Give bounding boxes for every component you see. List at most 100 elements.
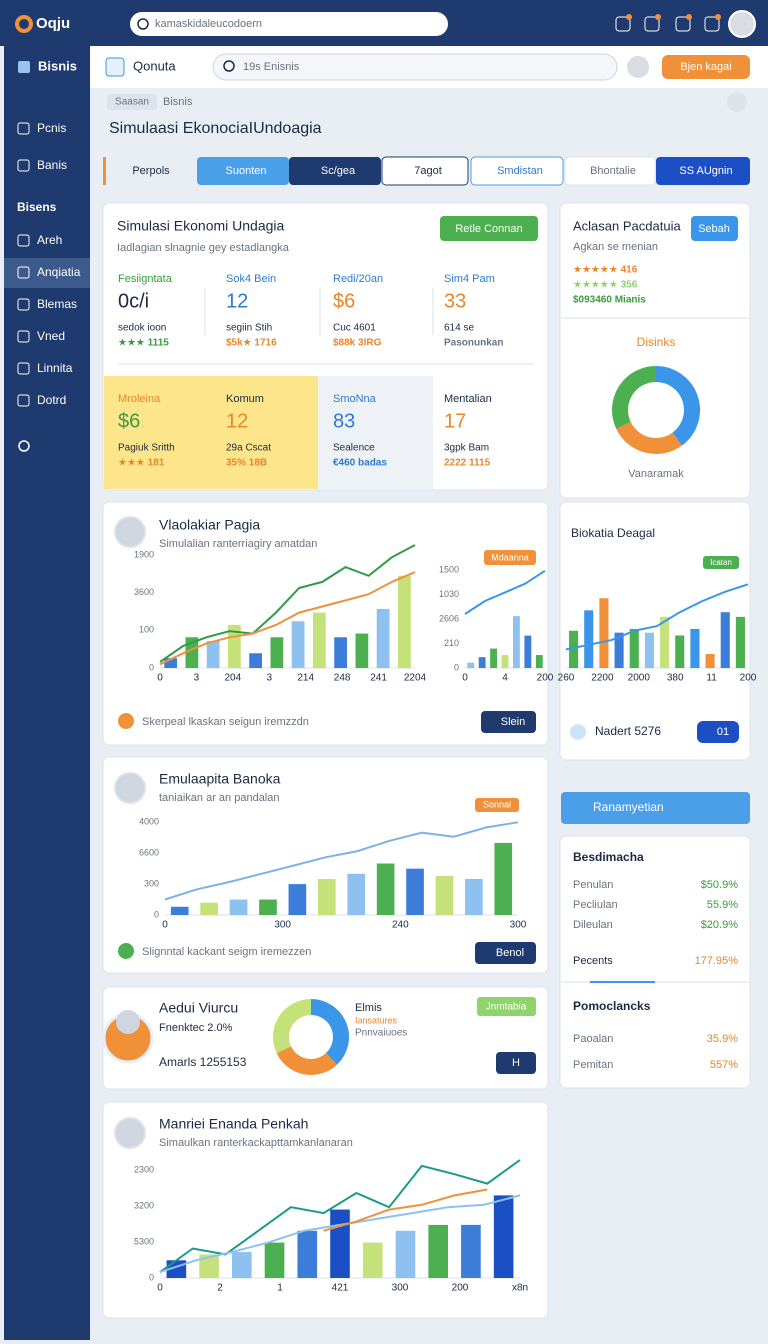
y-tick-label: 100: [139, 625, 154, 635]
card-button[interactable]: [691, 216, 738, 241]
x-tick-label: 204: [225, 673, 242, 684]
stat-sub: segiin Stih: [226, 323, 272, 334]
avatar: [114, 772, 146, 804]
bar: [584, 610, 594, 668]
tab-label[interactable]: Suonten: [226, 165, 267, 177]
bar: [599, 598, 609, 668]
x-tick-label: 0: [462, 673, 468, 684]
tab[interactable]: [564, 156, 656, 186]
stat-sub: sedok ioon: [118, 323, 166, 334]
card-title: Vlaolakiar Pagia: [159, 517, 260, 533]
sidebar-item[interactable]: Dotrd: [37, 393, 66, 407]
tab-label[interactable]: 7agot: [414, 165, 442, 177]
donut-slice: [310, 999, 349, 1065]
sidebar-item[interactable]: Pcnis: [37, 121, 66, 135]
x-tick-label: 200: [537, 673, 554, 684]
card-button[interactable]: [481, 711, 536, 733]
card-button[interactable]: [697, 721, 739, 743]
header-button[interactable]: [662, 55, 750, 79]
sidebar-icon: [17, 122, 30, 135]
card-title: Manriei Enanda Penkah: [159, 1116, 308, 1132]
tab[interactable]: [289, 157, 381, 185]
y-tick-label: 2300: [134, 1164, 154, 1174]
highlight-mid: [318, 376, 433, 489]
x-tick-label: 200: [452, 1283, 469, 1294]
tab-label[interactable]: SS AUgnin: [679, 165, 732, 177]
y-tick-label: 0: [149, 1272, 154, 1282]
tab-label[interactable]: Sc/gea: [321, 165, 356, 177]
x-tick-label: 240: [392, 920, 409, 931]
x-tick-label: x8n: [512, 1283, 528, 1294]
search-field[interactable]: [212, 53, 618, 81]
tab[interactable]: [470, 156, 564, 186]
stat-value: 12: [226, 410, 248, 432]
header-button-text[interactable]: Bjen kagai: [680, 61, 731, 73]
bar: [629, 628, 639, 668]
card-button[interactable]: [475, 942, 536, 964]
tab-label[interactable]: Perpols: [132, 165, 170, 177]
card-button-text[interactable]: Slein: [501, 716, 525, 728]
card-button-text[interactable]: H: [512, 1057, 520, 1069]
card-button-text[interactable]: 01: [717, 726, 729, 738]
tab-label[interactable]: Bhontalie: [590, 165, 636, 177]
card-footer: Slignntal kackant seigm iremezzen: [142, 946, 311, 958]
tab-label[interactable]: Smdistan: [497, 165, 543, 177]
app-icon: [105, 57, 125, 77]
x-tick-label: 421: [332, 1283, 349, 1294]
stat-label: Sim4 Pam: [444, 273, 495, 285]
breadcrumb[interactable]: Saasan: [115, 97, 149, 108]
line-series: [159, 1194, 521, 1274]
sidebar-item[interactable]: Anqiatia: [37, 265, 81, 279]
tab-marker: [103, 157, 106, 185]
donut-slice: [612, 366, 657, 429]
donut-slice: [276, 1045, 338, 1075]
bar: [355, 633, 369, 668]
tab[interactable]: [656, 157, 750, 185]
bar: [660, 616, 670, 668]
bar: [200, 902, 218, 915]
card-button-text[interactable]: Retle Connan: [455, 223, 522, 235]
bar: [313, 612, 326, 668]
tab[interactable]: [381, 156, 469, 186]
chart-badge-text: Jnmtabia: [486, 1002, 527, 1013]
sidebar-item[interactable]: Areh: [37, 233, 62, 247]
tab[interactable]: [197, 157, 289, 185]
stat-label: Mroleina: [118, 393, 161, 405]
bar: [395, 1230, 416, 1278]
row-value: $20.9%: [701, 919, 739, 931]
row-value: $50.9%: [701, 879, 739, 891]
bar: [690, 628, 700, 668]
stat-label: Sok4 Bein: [226, 273, 276, 285]
bar: [259, 899, 277, 915]
top-icon[interactable]: [675, 16, 691, 32]
url-field[interactable]: [130, 12, 448, 36]
top-icon[interactable]: [615, 16, 631, 32]
card-text: Fnenktec 2.0%: [159, 1022, 233, 1034]
sidebar-item[interactable]: Linnita: [37, 361, 73, 375]
rating: ★★★★★ 356: [573, 280, 638, 291]
sidebar-item[interactable]: Banis: [37, 158, 67, 172]
card-button[interactable]: [496, 1052, 536, 1074]
top-icon[interactable]: [644, 16, 660, 32]
card-button-text[interactable]: Sebah: [698, 223, 730, 235]
card-button[interactable]: [440, 216, 538, 241]
sidebar-brand: Bisnis: [38, 58, 77, 73]
card-title: Aclasan Pacdatuia: [573, 218, 681, 233]
stat-label: Redi/20an: [333, 273, 383, 285]
x-tick-label: 11: [706, 673, 717, 684]
bar: [465, 878, 483, 915]
panel-tab[interactable]: [561, 792, 750, 824]
bar: [513, 616, 520, 668]
url-text: kamaskidaleucodoern: [155, 18, 262, 30]
top-icon[interactable]: [704, 16, 720, 32]
chart-badge: [477, 997, 536, 1016]
card-button-text[interactable]: Benol: [496, 947, 524, 959]
card-title: Simulasi Ekonomi Undagia: [117, 218, 285, 234]
sidebar-item[interactable]: Vned: [37, 329, 65, 343]
stat-rating: €460 badas: [333, 458, 387, 469]
sidebar-item[interactable]: Blemas: [37, 297, 77, 311]
line-series: [464, 569, 546, 615]
x-tick-label: 300: [510, 920, 527, 931]
breadcrumb[interactable]: Bisnis: [163, 96, 193, 108]
